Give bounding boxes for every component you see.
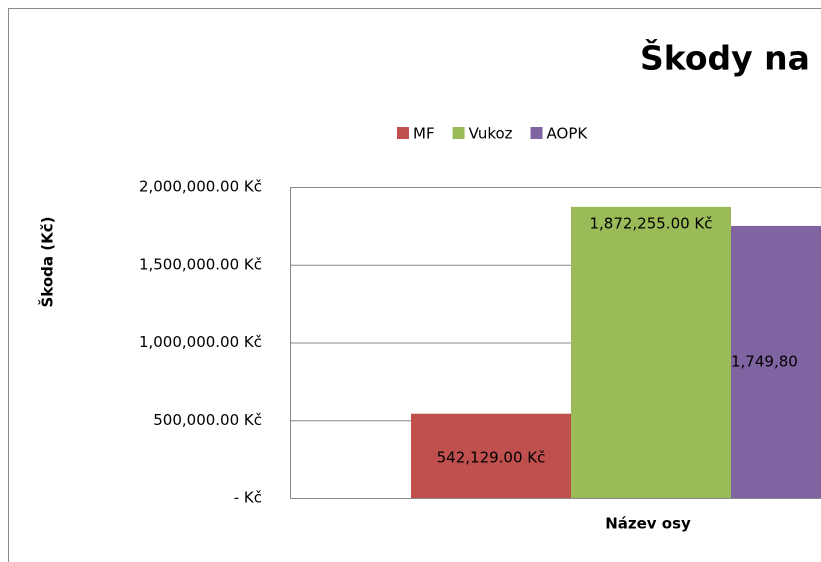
y-axis-label: Škoda (Kč) xyxy=(38,217,57,308)
legend-swatch xyxy=(452,127,465,139)
bar xyxy=(571,206,731,498)
y-tick-label: - Kč xyxy=(234,489,262,507)
legend-label: MF xyxy=(413,125,435,143)
data-label: 1,749,80 xyxy=(731,352,798,370)
bar xyxy=(731,225,821,498)
legend-swatch xyxy=(530,127,543,139)
data-label: 542,129.00 Kč xyxy=(437,449,546,467)
y-tick-label: 500,000.00 Kč xyxy=(153,411,262,429)
bar xyxy=(411,413,571,498)
y-tick-label: 2,000,000.00 Kč xyxy=(139,178,262,196)
x-axis-label: Název osy xyxy=(605,515,691,533)
legend-swatch xyxy=(397,127,409,139)
data-label: 1,872,255.00 Kč xyxy=(589,214,712,232)
chart-title: Škody na xyxy=(640,38,810,78)
y-tick-label: 1,500,000.00 Kč xyxy=(139,255,262,273)
legend-label: AOPK xyxy=(547,125,589,143)
legend-label: Vukoz xyxy=(469,125,513,143)
y-tick-label: 1,000,000.00 Kč xyxy=(139,333,262,351)
